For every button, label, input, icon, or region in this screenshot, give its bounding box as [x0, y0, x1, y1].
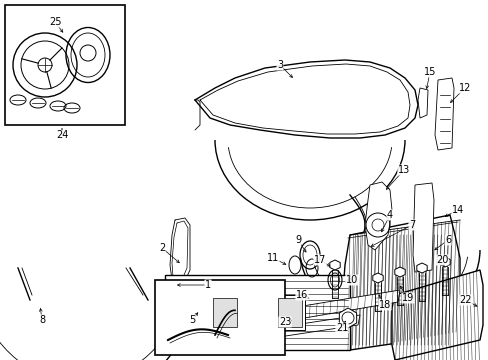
Text: 13: 13	[397, 165, 409, 175]
Polygon shape	[245, 290, 399, 328]
Polygon shape	[364, 182, 391, 250]
Polygon shape	[417, 88, 427, 118]
Text: 25: 25	[49, 17, 61, 27]
Bar	[278, 298, 302, 327]
Polygon shape	[372, 273, 383, 283]
Text: 21: 21	[335, 323, 347, 333]
Polygon shape	[339, 308, 356, 328]
Text: 1: 1	[204, 280, 211, 290]
Text: 2: 2	[159, 243, 165, 253]
Text: 23: 23	[278, 317, 290, 327]
Polygon shape	[341, 215, 459, 350]
Polygon shape	[439, 257, 449, 267]
Text: 24: 24	[56, 130, 68, 140]
Text: 12: 12	[458, 83, 470, 93]
Polygon shape	[416, 263, 427, 273]
Text: 19: 19	[401, 293, 413, 303]
Text: 22: 22	[459, 295, 471, 305]
Polygon shape	[391, 270, 482, 360]
Polygon shape	[329, 260, 340, 270]
Text: 10: 10	[345, 275, 357, 285]
Polygon shape	[434, 78, 453, 150]
Text: 18: 18	[378, 300, 390, 310]
Text: 9: 9	[294, 235, 301, 245]
Polygon shape	[412, 183, 433, 272]
Text: 15: 15	[423, 67, 435, 77]
Bar	[155, 280, 285, 355]
Text: 3: 3	[276, 60, 283, 70]
Text: 7: 7	[408, 220, 414, 230]
Bar	[274, 295, 305, 330]
Text: 4: 4	[386, 210, 392, 220]
Text: 20: 20	[435, 255, 447, 265]
Polygon shape	[394, 267, 405, 277]
Bar	[209, 295, 240, 330]
Polygon shape	[245, 315, 359, 342]
Text: 5: 5	[188, 315, 195, 325]
Bar	[5, 5, 125, 125]
Bar	[164, 275, 349, 350]
Text: 16: 16	[295, 290, 307, 300]
Text: 6: 6	[444, 235, 450, 245]
Text: 8: 8	[39, 315, 45, 325]
Text: 17: 17	[313, 255, 325, 265]
Text: 14: 14	[451, 205, 463, 215]
Text: 11: 11	[266, 253, 279, 263]
Bar	[213, 298, 237, 327]
